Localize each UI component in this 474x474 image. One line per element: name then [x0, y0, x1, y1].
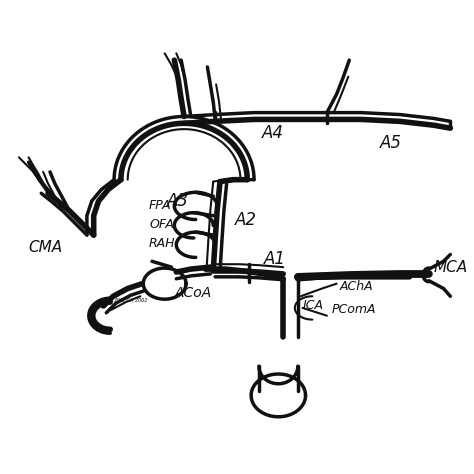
- Text: ICA: ICA: [302, 300, 324, 312]
- Text: ACoA: ACoA: [174, 286, 211, 301]
- Text: A1: A1: [264, 250, 286, 268]
- Text: ©L.EHE'GA 2002: ©L.EHE'GA 2002: [106, 298, 148, 303]
- Text: A2: A2: [235, 211, 256, 229]
- Text: A5: A5: [380, 134, 402, 152]
- Text: FPA: FPA: [149, 200, 172, 212]
- Text: RAH: RAH: [149, 237, 175, 250]
- Text: PComA: PComA: [332, 303, 376, 316]
- Text: CMA: CMA: [28, 240, 63, 255]
- Text: A3: A3: [166, 192, 189, 210]
- Text: A4: A4: [262, 124, 284, 142]
- Text: AChA: AChA: [339, 280, 373, 293]
- Text: OFA: OFA: [149, 218, 174, 231]
- Text: MCA: MCA: [434, 260, 468, 274]
